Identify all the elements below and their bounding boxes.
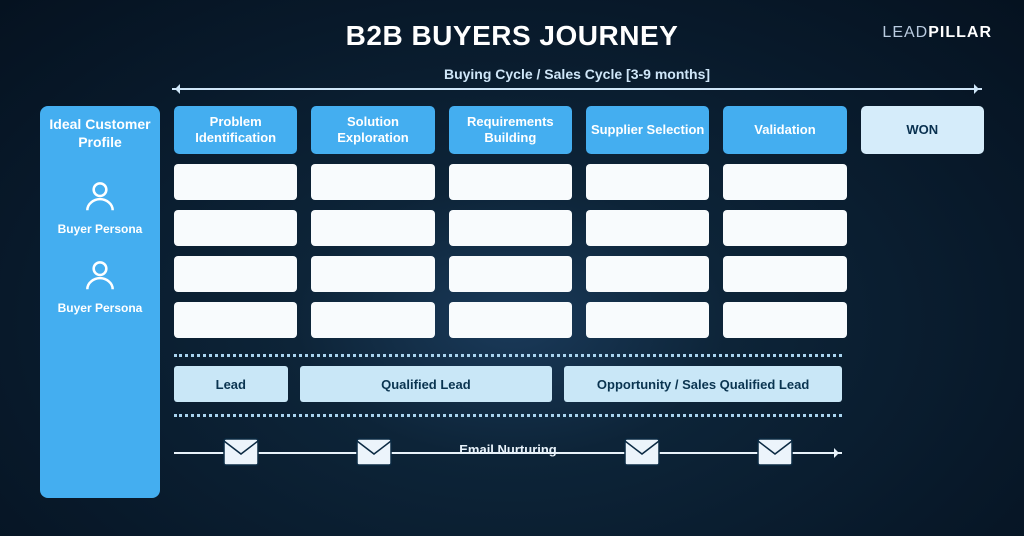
- stage-cell: [174, 256, 297, 292]
- lead-band: Lead: [174, 366, 288, 402]
- envelope-icon: [757, 438, 793, 471]
- dotted-divider-bottom: [174, 414, 842, 417]
- stage-cell: [174, 302, 297, 338]
- sidebar-ideal-customer: Ideal Customer Profile Buyer Persona Buye…: [40, 106, 160, 498]
- cycle-arrow: [172, 88, 982, 90]
- lead-band: Qualified Lead: [300, 366, 553, 402]
- envelope-icon: [624, 438, 660, 471]
- dotted-divider-top: [174, 354, 842, 357]
- persona-label: Buyer Persona: [40, 222, 160, 236]
- stage-cell: [449, 210, 572, 246]
- person-icon: [81, 281, 119, 298]
- buyer-persona: Buyer Persona: [40, 177, 160, 236]
- stage-cell: [586, 256, 709, 292]
- stage-cell: [723, 164, 846, 200]
- stage-cell: [311, 164, 434, 200]
- stage-cell: [174, 210, 297, 246]
- stage-column: Problem Identification: [174, 106, 297, 338]
- envelope-icon: [223, 438, 259, 471]
- stage-header: Validation: [723, 106, 846, 154]
- nurture-label: Email Nurturing: [174, 442, 842, 457]
- stage-cell: [174, 164, 297, 200]
- page-title: B2B BUYERS JOURNEY: [22, 20, 1002, 52]
- stage-cell: [586, 210, 709, 246]
- stage-cell: [723, 302, 846, 338]
- stage-column: Supplier Selection: [586, 106, 709, 338]
- stage-column: Validation: [723, 106, 846, 338]
- stage-cell: [311, 302, 434, 338]
- stage-cell: [723, 256, 846, 292]
- stage-column: Solution Exploration: [311, 106, 434, 338]
- stage-cell: [723, 210, 846, 246]
- stage-cell: [449, 164, 572, 200]
- stage-header: Requirements Building: [449, 106, 572, 154]
- buyer-persona: Buyer Persona: [40, 256, 160, 315]
- lead-band: Opportunity / Sales Qualified Lead: [564, 366, 842, 402]
- logo-light: LEAD: [882, 24, 928, 41]
- stage-column: WON: [861, 106, 984, 338]
- cycle-label: Buying Cycle / Sales Cycle [3-9 months]: [172, 66, 982, 82]
- person-icon: [81, 202, 119, 219]
- stage-cell: [449, 256, 572, 292]
- stage-cell: [311, 210, 434, 246]
- cycle-row: Buying Cycle / Sales Cycle [3-9 months]: [172, 66, 982, 90]
- stage-cell: [586, 164, 709, 200]
- stage-header-won: WON: [861, 106, 984, 154]
- stage-header: Solution Exploration: [311, 106, 434, 154]
- stage-header: Problem Identification: [174, 106, 297, 154]
- sidebar-title: Ideal Customer Profile: [40, 116, 160, 157]
- brand-logo: LEADPILLAR: [882, 24, 992, 42]
- stage-cell: [586, 302, 709, 338]
- stage-column: Requirements Building: [449, 106, 572, 338]
- stage-cell: [449, 302, 572, 338]
- stage-columns: Problem Identification Solution Explorati…: [174, 106, 984, 338]
- email-nurturing-row: Email Nurturing: [174, 432, 842, 476]
- stage-header: Supplier Selection: [586, 106, 709, 154]
- envelope-icon: [356, 438, 392, 471]
- lead-bands: Lead Qualified Lead Opportunity / Sales Qu…: [174, 366, 842, 402]
- persona-label: Buyer Persona: [40, 301, 160, 315]
- logo-bold: PILLAR: [928, 24, 992, 41]
- stage-cell: [311, 256, 434, 292]
